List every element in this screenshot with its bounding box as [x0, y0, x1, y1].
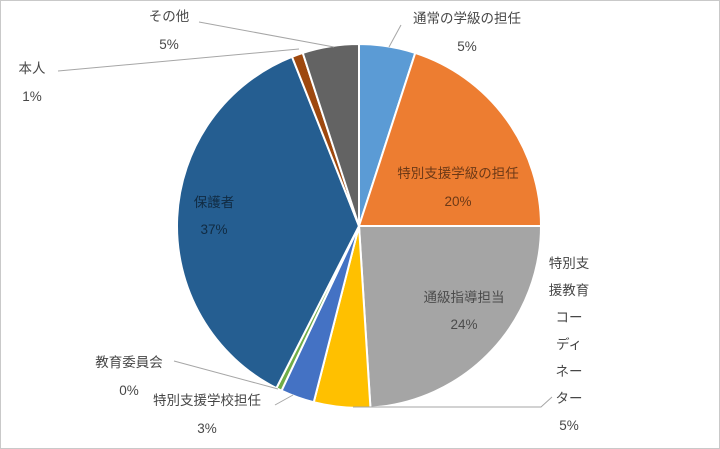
data-label-honnin: 本人 1%	[19, 55, 46, 111]
leader-lines	[57, 21, 553, 408]
leader-line-honnin	[57, 48, 300, 72]
data-label-sonota: その他 5%	[149, 3, 190, 59]
data-label-pct: 24%	[450, 317, 478, 332]
data-label-text: 保護者	[193, 195, 235, 210]
data-label-text: 本人	[18, 61, 46, 76]
leader-line-kyoiku	[173, 360, 279, 390]
leader-line-sonota	[198, 21, 335, 48]
data-label-text: ディ	[555, 337, 583, 352]
pie-slice-6	[176, 55, 360, 390]
data-label-text: 教育委員会	[95, 355, 163, 370]
data-label-text: 特別支援学級の担任	[397, 166, 519, 181]
data-label-text: ター	[555, 391, 583, 406]
data-label-text: 特別支	[548, 256, 590, 271]
data-label-tsukyu: 通級指導担当 24%	[424, 284, 505, 338]
data-label-text: 特別支援学校担任	[153, 393, 261, 408]
data-label-text: 通級指導担当	[423, 290, 505, 305]
data-label-tsujo-gakkyu: 通常の学級の担任 5%	[413, 5, 521, 61]
data-label-pct: 37%	[200, 222, 228, 237]
data-label-pct: 5%	[159, 37, 179, 52]
data-label-text: 通常の学級の担任	[413, 11, 521, 26]
data-label-pct: 5%	[559, 418, 579, 433]
leader-line-coordinator	[353, 396, 553, 408]
data-label-pct: 3%	[197, 421, 217, 436]
data-label-pct: 1%	[22, 89, 42, 104]
leader-line-shien-gakko	[274, 394, 294, 406]
data-label-text: ネー	[555, 364, 583, 379]
data-label-hogosha: 保護者 37%	[194, 189, 235, 243]
data-label-text: 援教育	[548, 283, 590, 298]
pie-slice-2	[358, 225, 542, 409]
leader-line-tsujo	[388, 24, 402, 48]
data-label-pct: 20%	[444, 194, 472, 209]
data-label-kyoiku-iinkai: 教育委員会 0%	[95, 349, 163, 405]
data-label-text: その他	[148, 9, 190, 24]
data-label-shien-gakkyu: 特別支援学級の担任 20%	[397, 160, 519, 216]
data-label-text: コー	[555, 310, 583, 325]
data-label-pct: 0%	[119, 383, 139, 398]
data-label-coordinator: 特別支 援教育 コー ディ ネー ター 5%	[549, 250, 590, 439]
pie-slice-1	[358, 51, 542, 227]
data-label-shien-gakko: 特別支援学校担任 3%	[153, 387, 261, 443]
data-label-pct: 5%	[457, 39, 477, 54]
